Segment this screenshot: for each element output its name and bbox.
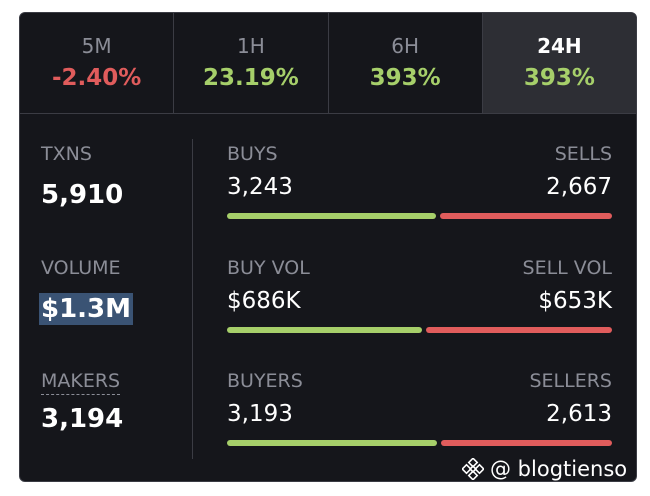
volume-ratio-bar bbox=[227, 327, 612, 333]
token-stats-card: 5M -2.40% 1H 23.19% 6H 393% 24H 393% TXN… bbox=[19, 12, 637, 482]
tab-5m[interactable]: 5M -2.40% bbox=[20, 13, 175, 113]
txns-label: TXNS bbox=[41, 143, 92, 165]
sell-bar-segment bbox=[426, 327, 612, 333]
tab-label: 6H bbox=[391, 34, 419, 58]
sells-label: SELLS bbox=[554, 143, 612, 165]
buyers-label: BUYERS bbox=[227, 370, 303, 392]
tab-change-value: 393% bbox=[523, 65, 595, 91]
makers-label[interactable]: MAKERS bbox=[41, 370, 121, 395]
makers-value: 3,194 bbox=[41, 404, 124, 434]
buys-label: BUYS bbox=[227, 143, 278, 165]
buyers-sellers-ratio-bar bbox=[227, 440, 612, 446]
txns-value: 5,910 bbox=[41, 180, 124, 210]
tab-1h[interactable]: 1H 23.19% bbox=[174, 13, 329, 113]
makers-stat: MAKERS 3,194 bbox=[41, 370, 123, 435]
timeframe-tabs: 5M -2.40% 1H 23.19% 6H 393% 24H 393% bbox=[20, 13, 636, 114]
tab-24h[interactable]: 24H 393% bbox=[482, 13, 636, 113]
tab-change-value: 393% bbox=[369, 65, 441, 91]
buy-vol-label: BUY VOL bbox=[227, 257, 310, 279]
column-divider bbox=[192, 139, 193, 459]
sell-vol-label: SELL VOL bbox=[522, 257, 612, 279]
volume-label: VOLUME bbox=[41, 257, 121, 279]
buyers-sellers-row: BUYERS SELLERS 3,193 2,613 bbox=[227, 370, 612, 446]
watermark: @ blogtienso bbox=[462, 457, 627, 481]
binance-logo-icon bbox=[462, 458, 484, 480]
buys-sells-row: BUYS SELLS 3,243 2,667 bbox=[227, 143, 612, 219]
buyers-value: 3,193 bbox=[227, 401, 293, 427]
sell-bar-segment bbox=[440, 440, 612, 446]
buy-bar-segment bbox=[227, 327, 423, 333]
sellers-label: SELLERS bbox=[529, 370, 612, 392]
volume-stat: VOLUME $1.3M bbox=[39, 257, 134, 325]
buys-sells-ratio-bar bbox=[227, 213, 612, 219]
buys-value: 3,243 bbox=[227, 174, 293, 200]
tab-label: 5M bbox=[81, 34, 112, 58]
buy-bar-segment bbox=[227, 213, 437, 219]
sellers-value: 2,613 bbox=[546, 401, 612, 427]
volume-row: BUY VOL SELL VOL $686K $653K bbox=[227, 257, 612, 333]
sells-value: 2,667 bbox=[546, 174, 612, 200]
tab-label: 1H bbox=[236, 34, 265, 58]
buy-vol-value: $686K bbox=[227, 288, 301, 314]
volume-value[interactable]: $1.3M bbox=[39, 293, 134, 325]
tab-label: 24H bbox=[537, 34, 582, 58]
txns-stat: TXNS 5,910 bbox=[41, 143, 123, 211]
tab-change-value: 23.19% bbox=[202, 65, 299, 91]
sell-bar-segment bbox=[440, 213, 612, 219]
buy-bar-segment bbox=[227, 440, 437, 446]
watermark-text: @ blogtienso bbox=[490, 457, 628, 481]
tab-6h[interactable]: 6H 393% bbox=[329, 13, 483, 113]
sell-vol-value: $653K bbox=[538, 288, 612, 314]
tab-change-value: -2.40% bbox=[51, 65, 142, 91]
